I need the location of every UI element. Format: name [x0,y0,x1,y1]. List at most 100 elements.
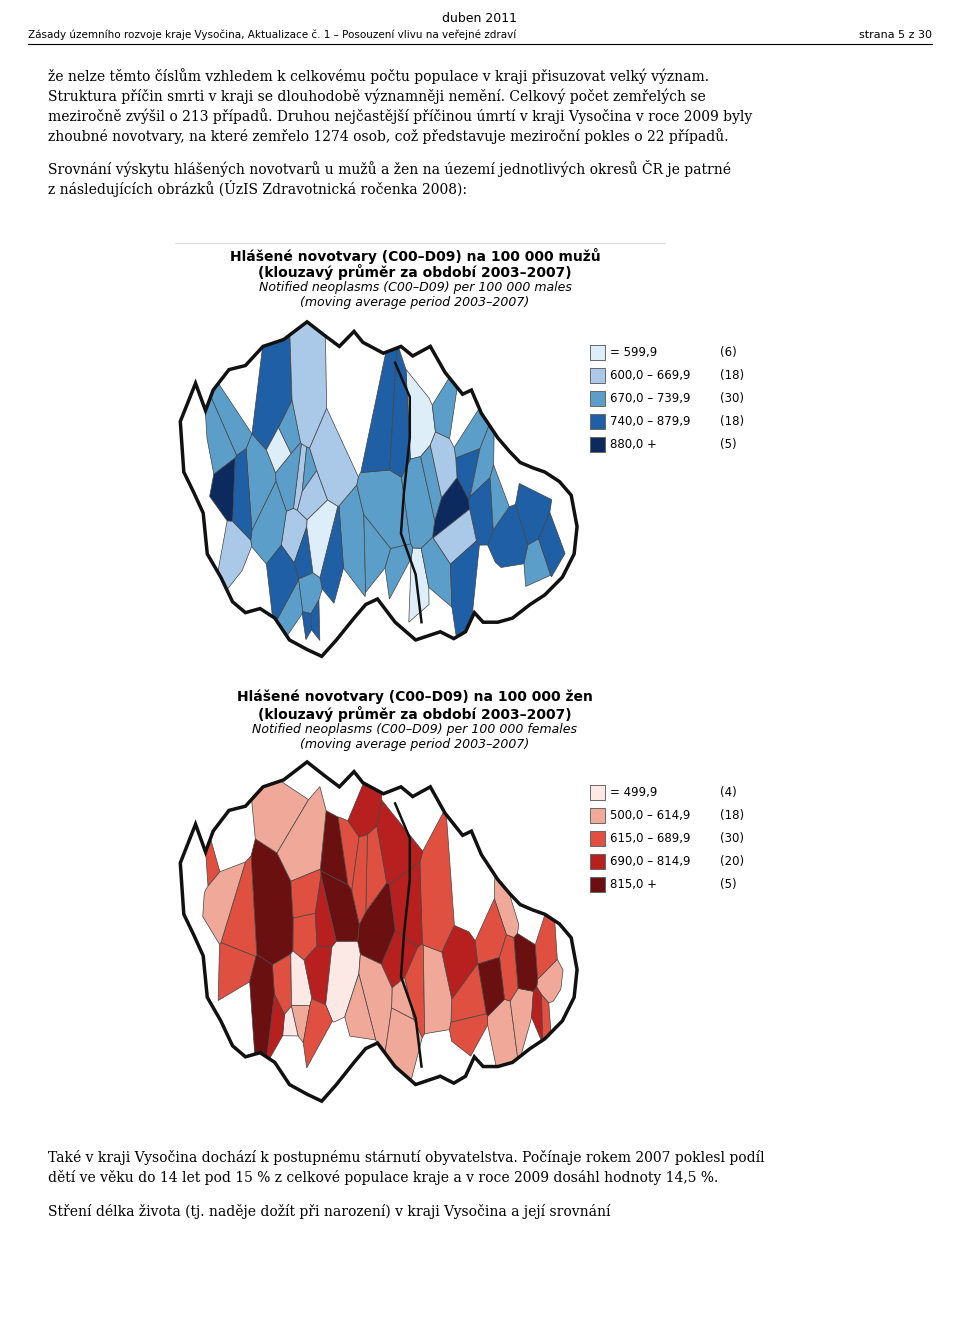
Polygon shape [420,445,442,520]
Polygon shape [273,954,292,1014]
Polygon shape [488,999,518,1158]
Text: 500,0 – 614,9: 500,0 – 614,9 [610,809,690,821]
Bar [590,437,605,453]
Text: 815,0 +: 815,0 + [610,878,684,890]
Text: Hlášené novotvary (C00–D09) na 100 000 mužů: Hlášené novotvary (C00–D09) na 100 000 m… [229,248,600,264]
Polygon shape [321,811,348,885]
Polygon shape [539,512,565,577]
Polygon shape [468,478,493,545]
Polygon shape [541,995,556,1093]
Polygon shape [266,427,291,472]
Text: (30): (30) [720,832,744,845]
Polygon shape [302,612,312,640]
Polygon shape [537,959,563,1003]
Polygon shape [423,945,452,1034]
Polygon shape [294,443,306,511]
Text: (18): (18) [720,809,744,821]
Polygon shape [351,835,368,925]
Polygon shape [377,800,422,884]
Polygon shape [267,545,299,626]
Polygon shape [203,812,220,886]
Polygon shape [281,508,307,563]
Polygon shape [302,447,317,491]
Polygon shape [345,974,375,1040]
Polygon shape [204,380,236,474]
Polygon shape [390,863,422,947]
Polygon shape [252,169,292,450]
Text: Hlášené novotvary (C00–D09) na 100 000 žen: Hlášené novotvary (C00–D09) na 100 000 ž… [237,690,593,705]
Text: 670,0 – 739,9: 670,0 – 739,9 [610,391,690,405]
Text: (moving average period 2003–2007): (moving average period 2003–2007) [300,296,530,309]
Text: (20): (20) [720,855,744,868]
Polygon shape [478,958,504,1016]
Text: Struktura příčin smrti v kraji se dlouhodobě významněji nemění. Celkový počet ze: Struktura příčin smrti v kraji se dlouho… [48,88,706,104]
Text: Také v kraji Vysočina dochází k postupnému stárnutí obyvatelstva. Počínaje rokem: Také v kraji Vysočina dochází k postupné… [48,1151,764,1165]
Polygon shape [282,1006,299,1036]
Polygon shape [409,548,429,622]
Polygon shape [420,808,454,951]
Text: = 599,9: = 599,9 [610,346,664,360]
Text: Stření délka života (tj. naděje dožít při narození) v kraji Vysočina a její srov: Stření délka života (tj. naděje dožít př… [48,1204,611,1220]
Polygon shape [488,504,528,568]
Polygon shape [291,951,312,1006]
Bar [590,808,605,823]
Polygon shape [357,470,411,548]
Polygon shape [311,600,320,641]
Polygon shape [491,464,509,529]
Polygon shape [277,787,326,881]
Polygon shape [510,989,534,1064]
Text: meziročně zvýšil o 213 případů. Druhou nejčastější příčinou úmrtí v kraji Vysoči: meziročně zvýšil o 213 případů. Druhou n… [48,107,753,123]
Polygon shape [309,409,358,507]
Polygon shape [339,484,366,597]
Polygon shape [524,539,551,587]
Polygon shape [357,882,396,965]
Text: 600,0 – 669,9: 600,0 – 669,9 [610,369,690,382]
Polygon shape [203,863,246,945]
Polygon shape [499,934,518,1001]
Bar [590,855,605,869]
Polygon shape [291,869,321,918]
Polygon shape [385,544,413,598]
Polygon shape [421,537,452,608]
Polygon shape [451,963,487,1022]
Polygon shape [304,946,332,1005]
Polygon shape [248,759,308,853]
Polygon shape [294,527,313,579]
Bar [590,391,605,406]
Polygon shape [276,443,301,511]
Polygon shape [392,978,414,1019]
Polygon shape [401,456,435,548]
Polygon shape [516,483,552,545]
Text: zhoubné novotvary, na které zemřelo 1274 osob, což představuje meziroční pokles : zhoubné novotvary, na které zemřelo 1274… [48,127,729,143]
Text: (moving average period 2003–2007): (moving average period 2003–2007) [300,738,530,751]
Polygon shape [432,478,469,537]
Polygon shape [246,434,276,531]
Polygon shape [470,411,494,496]
Polygon shape [454,377,500,458]
Polygon shape [209,458,235,522]
Text: (18): (18) [720,415,744,429]
Polygon shape [450,541,479,691]
Polygon shape [221,856,257,957]
Polygon shape [536,890,558,979]
Text: = 499,9: = 499,9 [610,786,665,799]
Polygon shape [293,913,317,961]
Text: 690,0 – 814,9: 690,0 – 814,9 [610,855,690,868]
Bar [590,414,605,429]
Bar [590,368,605,384]
Text: 615,0 – 689,9: 615,0 – 689,9 [610,832,690,845]
Text: (5): (5) [720,878,736,890]
Polygon shape [430,433,457,498]
Polygon shape [405,943,424,1038]
Polygon shape [364,515,391,592]
Text: z následujících obrázků (ÚzIS Zdravotnická ročenka 2008):: z následujících obrázků (ÚzIS Zdravotnic… [48,180,467,196]
Text: dětí ve věku do 14 let pod 15 % z celkové populace kraje a v roce 2009 dosáhl ho: dětí ve věku do 14 let pod 15 % z celkov… [48,1170,718,1185]
Polygon shape [456,449,480,500]
Bar [590,877,605,892]
Polygon shape [232,449,252,540]
Polygon shape [252,839,293,965]
Polygon shape [432,357,462,439]
Polygon shape [273,580,302,657]
Polygon shape [514,933,538,991]
Polygon shape [359,954,392,1059]
